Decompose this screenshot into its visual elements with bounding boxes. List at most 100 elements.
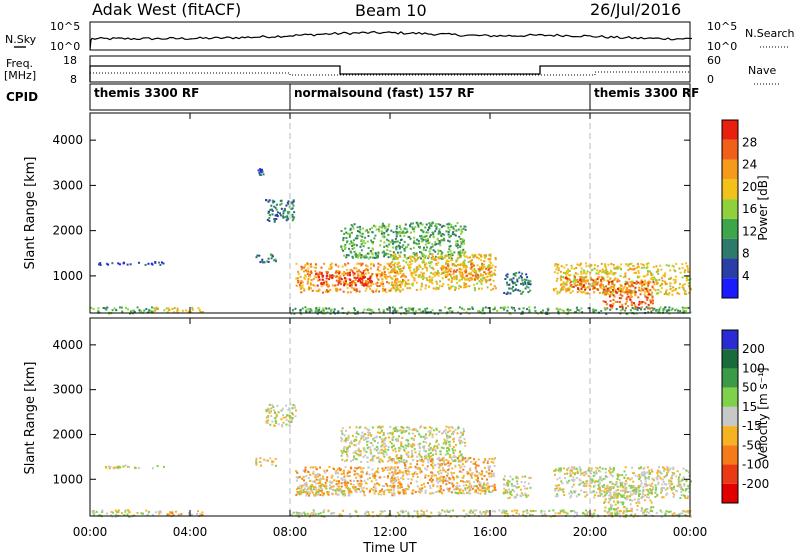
power-cell: [408, 309, 411, 312]
velocity-cell: [307, 471, 310, 473]
power-cell: [457, 311, 460, 314]
power-cell: [450, 226, 453, 229]
power-cell: [334, 271, 337, 274]
power-cell: [671, 307, 674, 310]
velocity-cell: [568, 492, 571, 495]
power-cell: [375, 228, 378, 231]
power-cell: [435, 227, 438, 230]
power-cell: [637, 303, 640, 306]
velocity-cell: [336, 484, 339, 487]
velocity-cell: [351, 434, 354, 437]
velocity-cell: [424, 435, 427, 438]
power-cell: [441, 285, 444, 288]
power-cell: [144, 263, 147, 266]
power-cell: [634, 306, 637, 308]
power-cell: [649, 307, 651, 310]
power-cell: [514, 274, 517, 277]
velocity-cell: [357, 466, 360, 469]
velocity-cell: [297, 486, 300, 489]
power-cell: [603, 286, 605, 289]
power-cell: [643, 308, 646, 311]
velocity-cell: [340, 491, 343, 494]
power-cell: [420, 257, 422, 260]
power-cell: [266, 218, 269, 221]
velocity-cell: [387, 448, 390, 451]
power-cell: [555, 307, 558, 310]
power-cell: [544, 312, 547, 315]
velocity-cell: [463, 465, 466, 468]
velocity-cell: [305, 485, 308, 488]
velocity-cell: [424, 489, 427, 492]
velocity-cell: [343, 460, 346, 463]
power-cell: [271, 213, 274, 216]
velocity-cell: [461, 434, 464, 436]
velocity-cell: [392, 489, 395, 492]
power-cell: [678, 267, 681, 270]
velocity-cell: [490, 460, 493, 463]
velocity-cell: [315, 488, 317, 491]
velocity-cell: [460, 454, 462, 457]
velocity-cell: [334, 472, 337, 475]
velocity-cell: [357, 482, 360, 485]
power-cell: [329, 265, 332, 268]
cpid-program-label: normalsound (fast) 157 RF: [294, 86, 475, 100]
velocity-cell: [466, 470, 469, 473]
power-cell: [475, 271, 477, 274]
power-cell: [258, 254, 261, 257]
velocity-cell: [651, 510, 654, 513]
velocity-cell: [390, 466, 393, 469]
velocity-cell: [360, 437, 362, 440]
power-cell: [596, 269, 599, 272]
power-cell: [342, 290, 345, 293]
power-cell: [506, 273, 509, 276]
velocity-cell: [482, 483, 485, 486]
power-cell: [455, 276, 458, 279]
power-cell: [390, 287, 393, 290]
power-cell: [461, 307, 464, 310]
power-cell: [424, 308, 427, 311]
velocity-cell: [396, 476, 399, 479]
power-cell: [105, 262, 108, 265]
velocity-cell: [441, 492, 444, 495]
velocity-cell: [540, 511, 543, 514]
power-cell: [258, 173, 261, 176]
velocity-cell: [399, 429, 402, 432]
velocity-cell: [454, 460, 457, 462]
power-cell: [685, 310, 688, 313]
velocity-cell: [269, 410, 272, 413]
velocity-cell: [444, 477, 447, 480]
power-cell: [363, 255, 366, 258]
velocity-cell: [397, 440, 399, 442]
power-cell: [607, 279, 610, 282]
velocity-cell: [609, 467, 612, 470]
velocity-cell: [128, 511, 131, 514]
power-cell: [468, 279, 471, 282]
power-cell: [474, 278, 476, 281]
power-cell: [647, 281, 650, 284]
velocity-cell: [345, 438, 348, 441]
power-cell: [630, 285, 632, 288]
power-cell: [412, 309, 414, 312]
velocity-cell: [479, 482, 482, 485]
velocity-cell: [511, 488, 514, 491]
velocity-cell: [673, 493, 676, 496]
velocity-cell: [430, 471, 433, 474]
power-cell: [425, 238, 427, 241]
velocity-cell: [334, 489, 337, 492]
power-cell: [343, 270, 346, 273]
velocity-cell: [405, 461, 408, 464]
power-cell: [408, 267, 411, 270]
velocity-cell: [360, 487, 363, 490]
power-cell: [421, 284, 424, 287]
velocity-cell: [480, 489, 483, 492]
power-cell: [265, 199, 267, 202]
power-cell: [399, 272, 402, 275]
velocity-cell: [290, 421, 293, 423]
power-cell: [409, 231, 412, 234]
power-cell: [345, 237, 348, 239]
power-cell: [644, 291, 647, 294]
velocity-cell: [392, 472, 395, 475]
velocity-cell: [557, 489, 560, 492]
power-cell: [585, 272, 588, 275]
power-cell: [582, 285, 585, 288]
